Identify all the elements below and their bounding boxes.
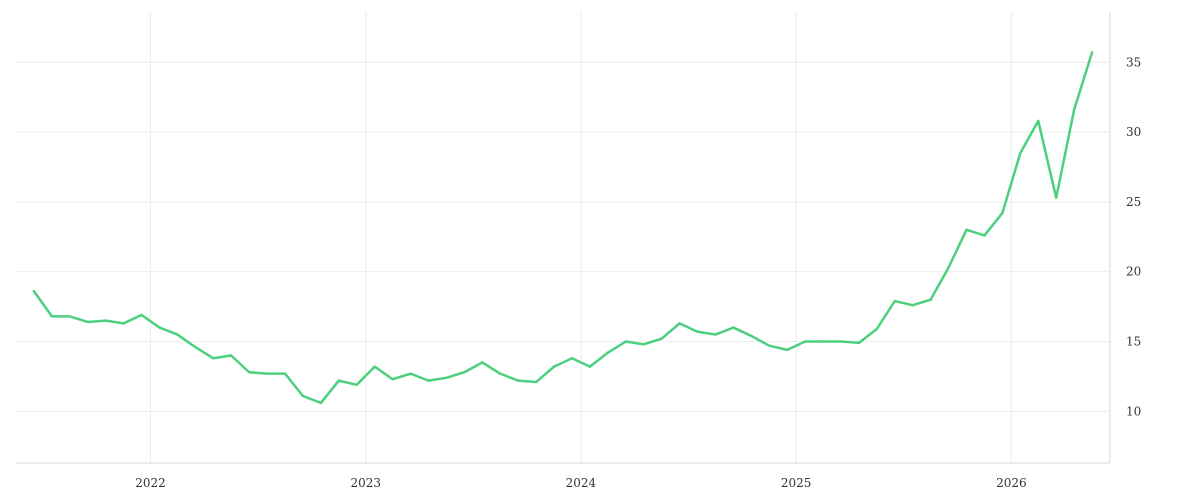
data-point-2023-08	[499, 372, 502, 375]
data-point-2025-03	[839, 340, 843, 343]
data-point-2023-06	[463, 371, 466, 374]
y-tick-label-15: 15	[1126, 335, 1141, 349]
series-layer	[32, 51, 1094, 405]
data-point-2022-06	[247, 371, 251, 374]
data-point-2024-03	[624, 340, 627, 343]
data-point-2024-11	[768, 344, 771, 347]
data-point-2026-05	[1090, 51, 1094, 54]
data-point-2023-05	[445, 376, 448, 380]
data-point-2022-09	[301, 394, 305, 398]
data-point-2021-07	[50, 315, 54, 318]
data-point-2022-10	[319, 401, 323, 405]
data-point-2022-07	[265, 372, 269, 375]
data-point-2024-06	[678, 322, 681, 325]
data-point-2024-10	[750, 334, 753, 338]
data-point-2025-04	[857, 341, 861, 345]
vertical-gridlines	[150, 12, 1012, 463]
data-point-2021-08	[68, 315, 72, 318]
x-tick-labels: 2022 2023 2024 2025 2026	[135, 476, 1026, 490]
data-point-2023-02	[391, 378, 394, 381]
data-point-2023-11	[552, 365, 556, 368]
x-tick-label-2026: 2026	[996, 476, 1027, 490]
data-point-2022-02	[176, 333, 179, 336]
series-line-0	[32, 51, 1094, 405]
data-point-2023-01	[373, 365, 376, 368]
data-point-2023-12	[570, 357, 574, 360]
data-point-2023-10	[534, 380, 538, 384]
data-point-2024-05	[660, 337, 663, 340]
data-point-2024-07	[696, 330, 699, 333]
data-point-2023-04	[427, 379, 430, 382]
data-point-2021-12	[140, 313, 143, 317]
data-point-2024-08	[714, 333, 717, 336]
data-point-2026-03	[1054, 196, 1058, 199]
x-tick-label-2025: 2025	[781, 476, 812, 490]
data-point-2025-06	[893, 299, 896, 303]
y-tick-label-35: 35	[1126, 55, 1141, 69]
data-point-2025-07	[911, 304, 914, 307]
data-point-2022-12	[355, 383, 358, 387]
horizontal-gridlines	[16, 61, 1110, 412]
data-point-2026-04	[1072, 108, 1076, 111]
y-tick-label-30: 30	[1126, 125, 1141, 139]
data-point-2025-10	[965, 228, 968, 232]
data-point-2023-07	[481, 361, 484, 364]
data-point-2021-06	[32, 290, 36, 293]
data-point-2022-04	[212, 357, 215, 360]
x-tick-label-2024: 2024	[566, 476, 597, 490]
data-point-2023-09	[516, 379, 520, 382]
data-point-2024-01	[588, 365, 592, 368]
data-point-2022-05	[230, 354, 233, 357]
data-point-2025-12	[1001, 211, 1004, 215]
data-point-2026-01	[1019, 151, 1022, 155]
data-point-2022-08	[283, 372, 287, 375]
data-point-2021-11	[122, 322, 125, 325]
data-point-2022-01	[158, 326, 161, 329]
x-tick-label-2023: 2023	[350, 476, 381, 490]
data-point-2025-02	[821, 340, 825, 343]
data-point-2021-09	[86, 320, 89, 324]
data-point-2024-09	[732, 326, 735, 329]
y-tick-label-25: 25	[1126, 195, 1141, 209]
data-point-2024-12	[785, 348, 789, 352]
data-point-2021-10	[104, 319, 107, 322]
data-point-2026-02	[1037, 119, 1040, 123]
data-point-2022-11	[337, 379, 341, 382]
data-point-2023-03	[409, 372, 412, 375]
data-point-2025-05	[875, 327, 879, 331]
y-tick-label-10: 10	[1126, 404, 1141, 418]
data-point-2024-04	[642, 343, 645, 346]
y-tick-labels: 10 15 20 25 30 35	[1126, 55, 1141, 418]
data-point-2022-03	[194, 345, 197, 349]
data-point-2025-11	[983, 234, 986, 237]
data-point-2025-01	[803, 340, 807, 343]
x-tick-label-2022: 2022	[135, 476, 166, 490]
data-point-2024-02	[606, 351, 610, 354]
data-point-2025-09	[947, 266, 950, 269]
data-point-2025-08	[929, 298, 932, 301]
y-tick-label-20: 20	[1126, 265, 1141, 279]
